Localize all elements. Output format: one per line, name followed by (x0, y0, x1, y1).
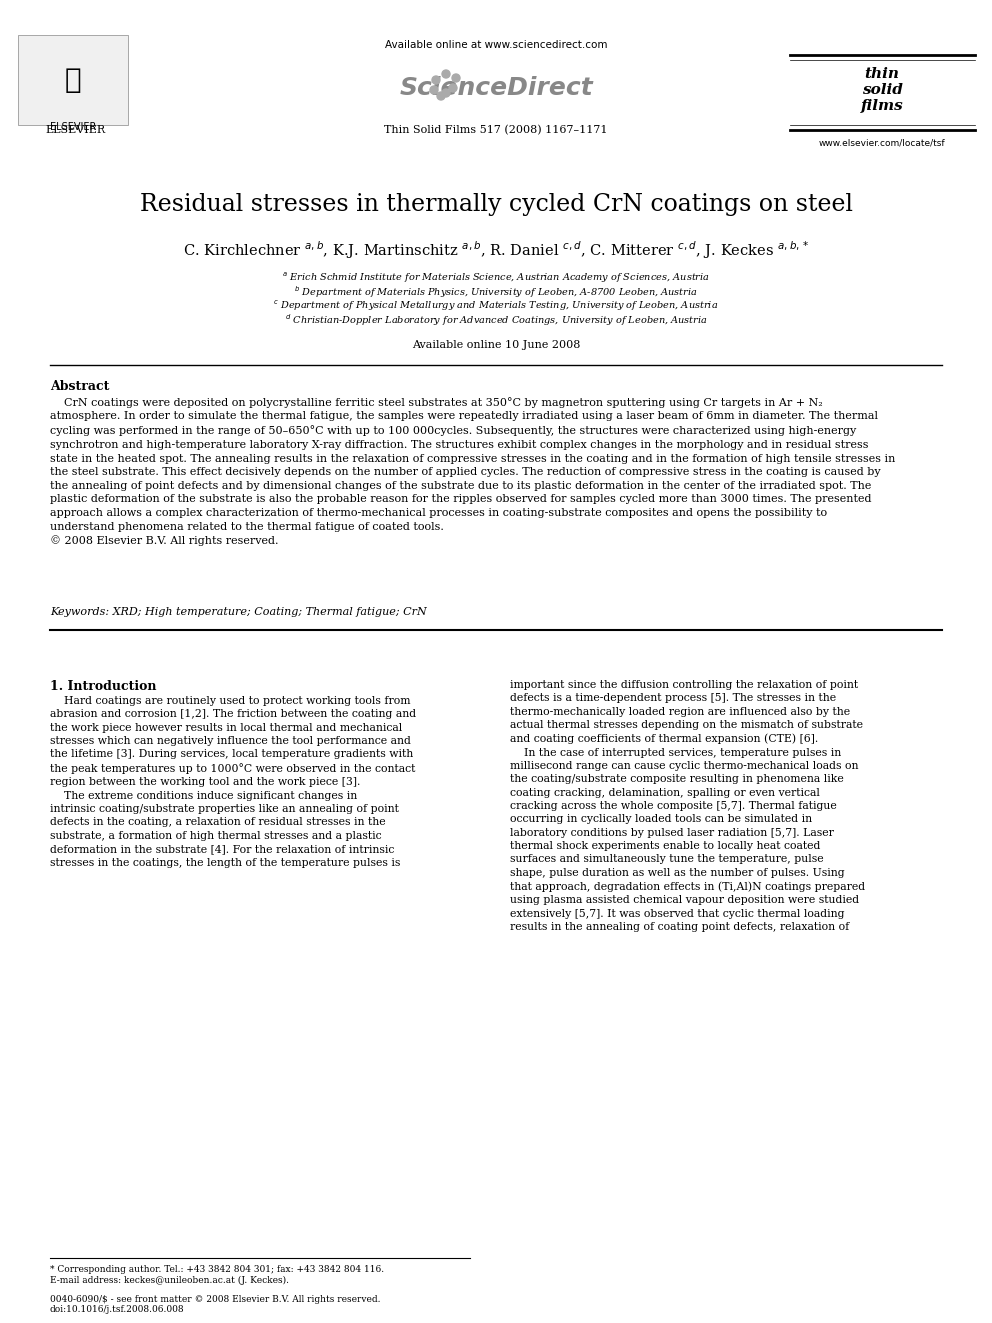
Text: www.elsevier.com/locate/tsf: www.elsevier.com/locate/tsf (818, 139, 945, 147)
Text: $^d$ Christian-Doppler Laboratory for Advanced Coatings, University of Leoben, A: $^d$ Christian-Doppler Laboratory for Ad… (285, 312, 707, 328)
Text: 🌳: 🌳 (64, 66, 81, 94)
Text: ELSEVIER: ELSEVIER (50, 122, 96, 132)
Text: $^a$ Erich Schmid Institute for Materials Science, Austrian Academy of Sciences,: $^a$ Erich Schmid Institute for Material… (282, 271, 710, 286)
Text: $^b$ Department of Materials Physics, University of Leoben, A-8700 Leoben, Austr: $^b$ Department of Materials Physics, Un… (294, 284, 698, 300)
Circle shape (452, 74, 460, 82)
Circle shape (432, 75, 440, 83)
Text: doi:10.1016/j.tsf.2008.06.008: doi:10.1016/j.tsf.2008.06.008 (50, 1304, 185, 1314)
Text: thin
solid
films: thin solid films (861, 66, 904, 114)
Circle shape (449, 83, 457, 93)
Text: Residual stresses in thermally cycled CrN coatings on steel: Residual stresses in thermally cycled Cr… (140, 193, 852, 217)
Circle shape (437, 93, 445, 101)
Text: * Corresponding author. Tel.: +43 3842 804 301; fax: +43 3842 804 116.: * Corresponding author. Tel.: +43 3842 8… (50, 1265, 384, 1274)
Text: ELSEVIER: ELSEVIER (45, 124, 105, 135)
Circle shape (430, 86, 438, 94)
Text: 1. Introduction: 1. Introduction (50, 680, 157, 693)
Text: Hard coatings are routinely used to protect working tools from
abrasion and corr: Hard coatings are routinely used to prot… (50, 696, 416, 868)
Text: Thin Solid Films 517 (2008) 1167–1171: Thin Solid Films 517 (2008) 1167–1171 (384, 124, 608, 135)
Text: Available online 10 June 2008: Available online 10 June 2008 (412, 340, 580, 351)
Text: important since the diffusion controlling the relaxation of point
defects is a t: important since the diffusion controllin… (510, 680, 865, 933)
Text: C. Kirchlechner $^{a,b}$, K.J. Martinschitz $^{a,b}$, R. Daniel $^{c,d}$, C. Mit: C. Kirchlechner $^{a,b}$, K.J. Martinsch… (183, 239, 809, 261)
Text: E-mail address: keckes@unileoben.ac.at (J. Keckes).: E-mail address: keckes@unileoben.ac.at (… (50, 1275, 289, 1285)
Text: Abstract: Abstract (50, 380, 109, 393)
Circle shape (442, 89, 450, 97)
Text: 0040-6090/$ - see front matter © 2008 Elsevier B.V. All rights reserved.: 0040-6090/$ - see front matter © 2008 El… (50, 1295, 381, 1304)
FancyBboxPatch shape (18, 34, 128, 124)
Circle shape (442, 70, 450, 78)
Text: $^c$ Department of Physical Metallurgy and Materials Testing, University of Leob: $^c$ Department of Physical Metallurgy a… (274, 299, 718, 314)
Text: CrN coatings were deposited on polycrystalline ferritic steel substrates at 350°: CrN coatings were deposited on polycryst… (50, 397, 896, 546)
Text: Available online at www.sciencedirect.com: Available online at www.sciencedirect.co… (385, 40, 607, 50)
Text: Keywords: XRD; High temperature; Coating; Thermal fatigue; CrN: Keywords: XRD; High temperature; Coating… (50, 607, 427, 617)
Text: ScienceDirect: ScienceDirect (399, 75, 593, 101)
